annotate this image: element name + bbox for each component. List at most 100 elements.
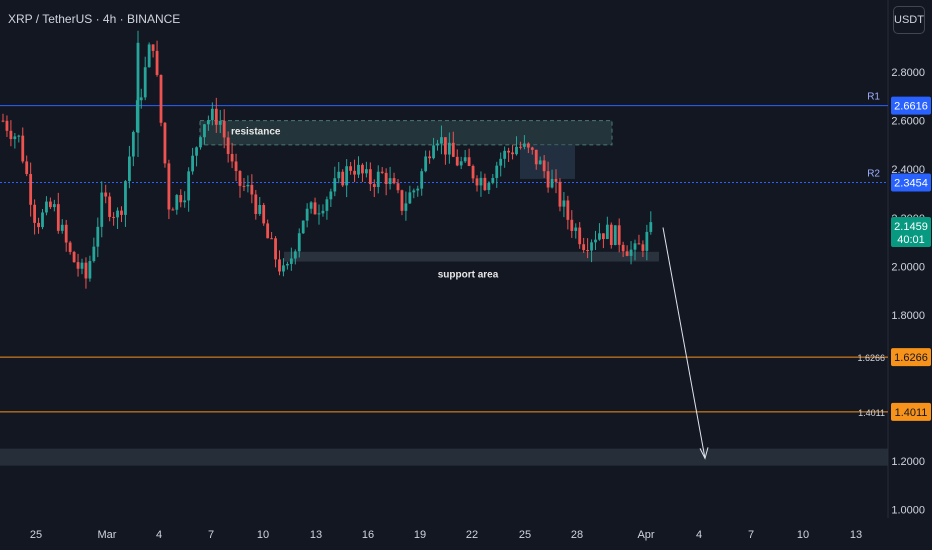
currency-button[interactable]: USDT	[893, 6, 925, 34]
x-tick-label: Mar	[98, 529, 117, 541]
candle-body	[293, 251, 297, 259]
candle-body	[609, 224, 613, 246]
x-tick-label: 22	[466, 529, 478, 541]
candle-body	[459, 161, 463, 166]
candle-body	[37, 222, 40, 228]
candle-body	[21, 135, 25, 162]
candle-body	[602, 233, 605, 240]
candle-body	[649, 222, 653, 232]
projection-arrow	[662, 227, 706, 459]
candle-body	[301, 220, 305, 234]
candle-body	[222, 120, 226, 138]
candle-body	[88, 261, 92, 279]
candle-body	[171, 209, 175, 211]
candle-body	[365, 169, 368, 174]
candle-body	[76, 262, 80, 269]
candle-body	[278, 259, 281, 272]
candle-body	[463, 157, 467, 162]
candle-body	[491, 177, 495, 184]
candle-body	[436, 143, 439, 146]
candle-body	[266, 223, 270, 239]
candle-body	[258, 204, 262, 214]
candle-body	[447, 142, 451, 155]
candle-body	[562, 200, 566, 207]
candle-body	[92, 246, 96, 262]
candle-body	[289, 258, 293, 264]
candle-body	[451, 142, 455, 157]
candle-body	[96, 226, 100, 247]
candle-body	[183, 200, 187, 203]
candle-body	[104, 192, 108, 197]
candle-body	[605, 224, 609, 240]
x-tick-label: 19	[414, 529, 426, 541]
candle-body	[329, 191, 333, 200]
candle-body	[519, 146, 522, 148]
candle-body	[143, 67, 147, 98]
candle-body	[349, 166, 352, 171]
x-tick-label: 28	[571, 529, 583, 541]
support-zone	[284, 251, 659, 262]
candle-body	[120, 210, 123, 215]
candle-body	[444, 137, 447, 155]
candle-body	[238, 171, 242, 186]
candle-body	[254, 194, 258, 214]
candle-body	[286, 263, 289, 266]
candle-body	[72, 251, 76, 263]
x-tick-label: 10	[797, 529, 809, 541]
candle-body	[64, 224, 68, 243]
level-price-box	[891, 402, 931, 421]
candle-body	[25, 161, 29, 174]
candle-body	[594, 239, 597, 243]
candle-body	[214, 108, 218, 125]
level-value-tag: 1.6266	[857, 353, 885, 363]
candle-body	[530, 147, 534, 150]
candle-body	[5, 120, 9, 131]
candle-body	[420, 171, 424, 189]
candle-body	[175, 195, 179, 210]
candle-body	[341, 171, 345, 186]
candle-body	[9, 130, 13, 140]
candle-body	[274, 238, 277, 260]
candle-body	[570, 219, 574, 231]
candle-body	[613, 225, 617, 246]
candle-body	[218, 120, 222, 125]
candle-body	[337, 171, 341, 179]
candle-body	[412, 190, 416, 193]
x-tick-label: 25	[30, 529, 42, 541]
x-tick-label: 4	[156, 529, 162, 541]
x-tick-label: 7	[208, 529, 214, 541]
candle-body	[586, 250, 589, 252]
target-zone	[0, 448, 888, 466]
candle-body	[428, 156, 431, 159]
last-price-text: 2.1459	[894, 221, 928, 233]
candle-body	[503, 150, 507, 159]
candle-body	[305, 208, 309, 221]
candle-body	[424, 156, 428, 172]
candle-body	[392, 178, 396, 184]
candle-body	[511, 152, 514, 155]
candle-body	[41, 212, 44, 228]
candle-body	[380, 171, 384, 173]
candle-body	[68, 242, 72, 252]
candle-body	[207, 120, 210, 125]
candle-body	[372, 184, 376, 187]
candle-body	[542, 160, 546, 172]
candle-body	[33, 204, 36, 223]
level-price-box	[891, 173, 931, 192]
countdown-text: 40:01	[897, 234, 925, 246]
candle-body	[523, 143, 526, 147]
y-tick-label: 2.0000	[891, 261, 925, 273]
candle-body	[112, 216, 115, 218]
candle-body	[199, 137, 202, 148]
candle-body	[353, 170, 356, 175]
candle-body	[124, 181, 127, 215]
candle-body	[128, 156, 131, 182]
candle-body	[163, 122, 167, 164]
candle-body	[625, 251, 629, 256]
candle-body	[226, 137, 230, 154]
level-price-box	[891, 348, 931, 367]
candle-body	[408, 192, 412, 204]
candle-body	[376, 171, 380, 187]
candle-body	[167, 163, 171, 210]
